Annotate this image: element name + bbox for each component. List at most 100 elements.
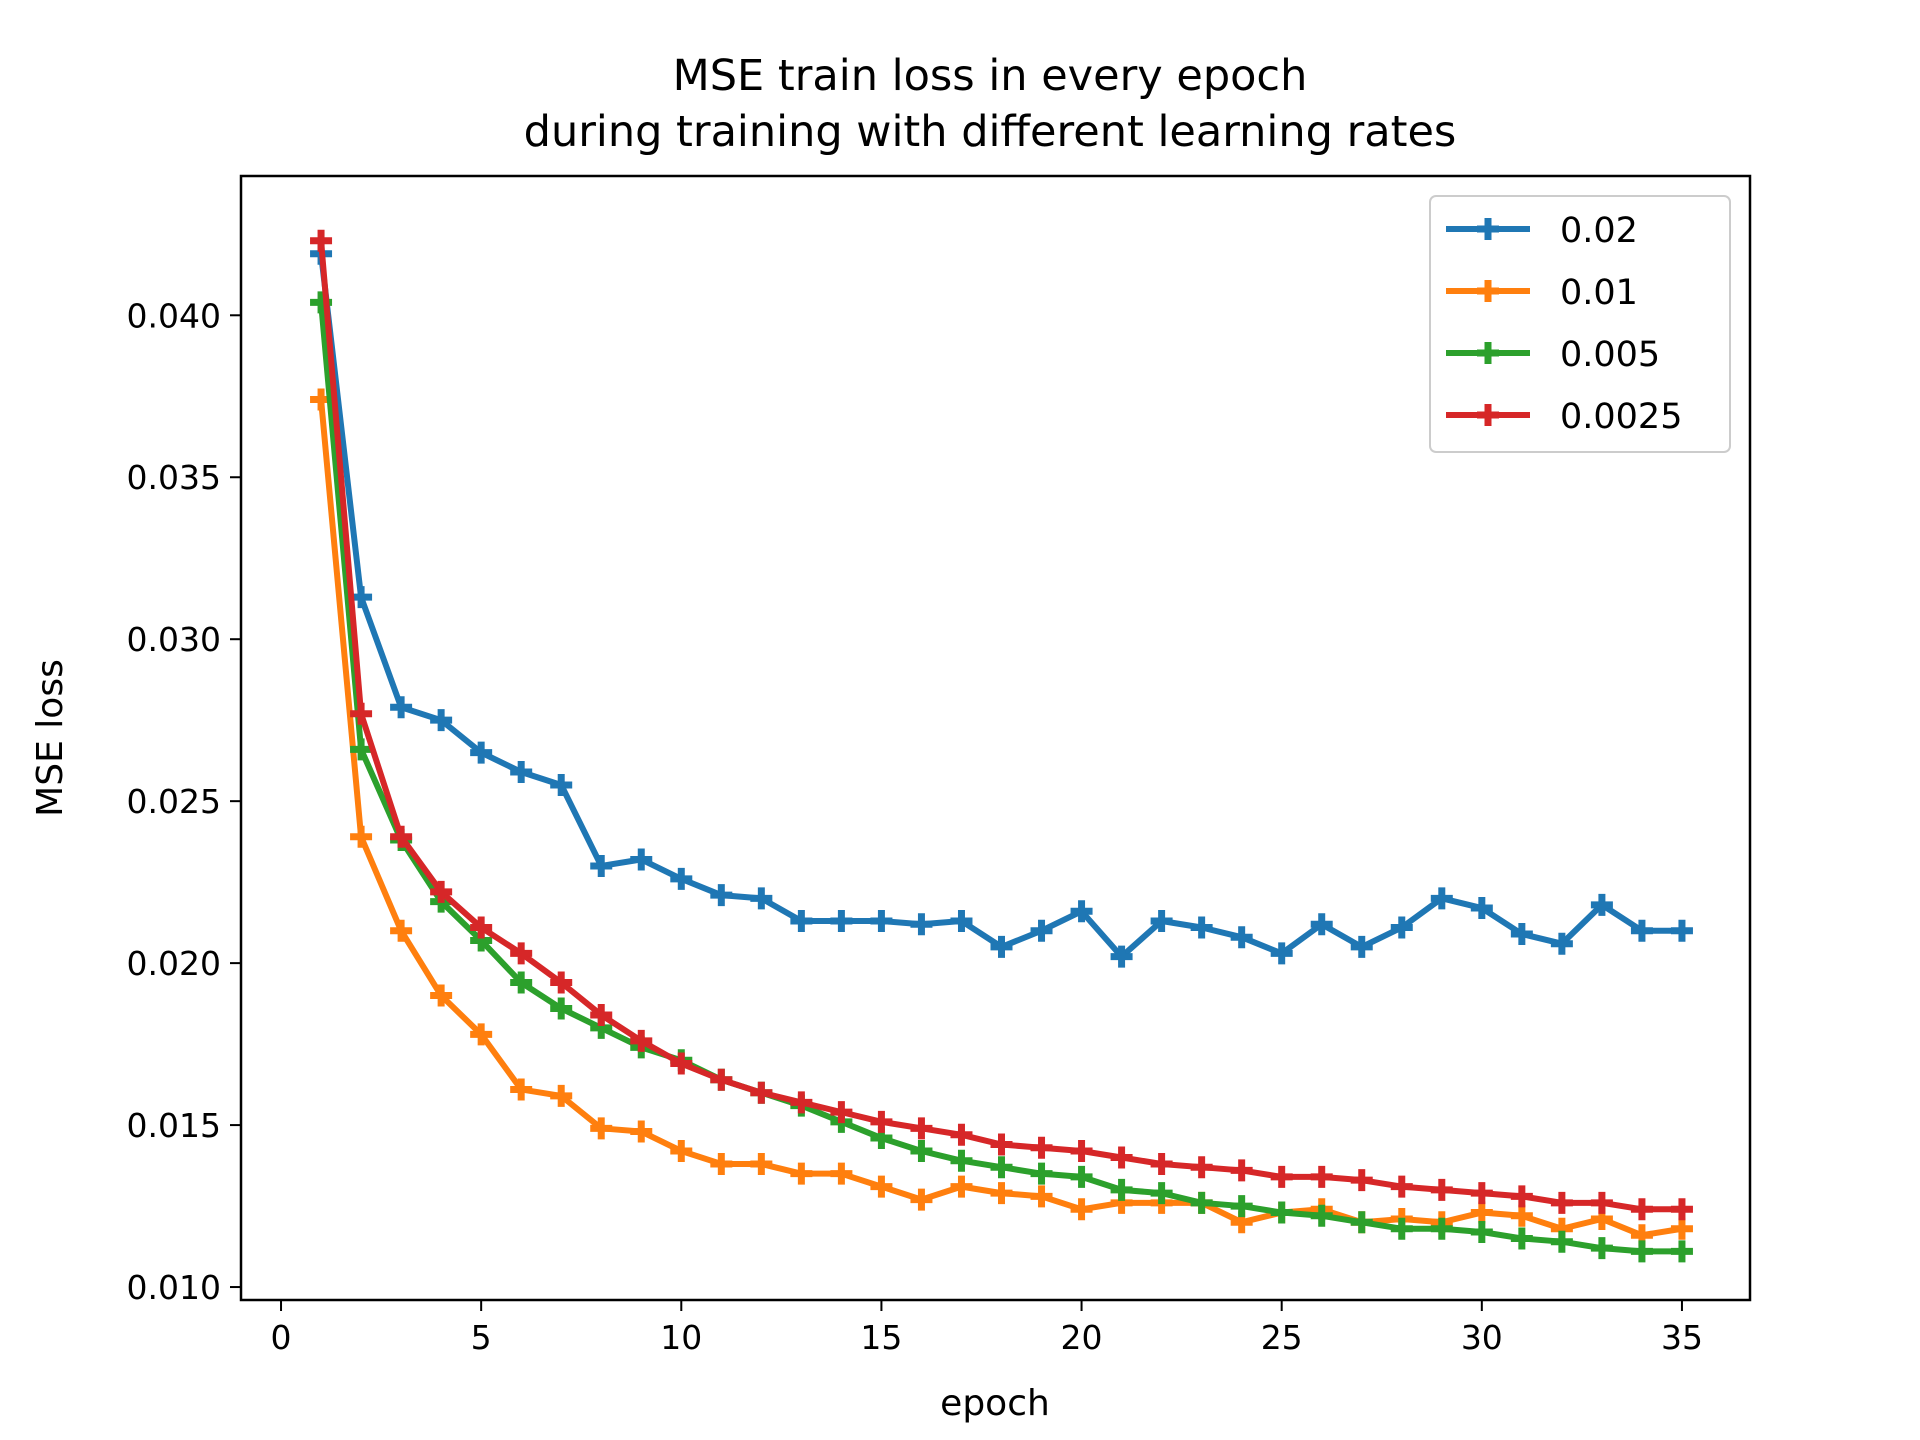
data-point [1630, 1240, 1653, 1263]
data-point [1030, 1136, 1053, 1159]
legend-marker [1477, 280, 1499, 302]
data-point [990, 1133, 1013, 1156]
data-point [870, 1110, 893, 1133]
data-point [1270, 1165, 1293, 1188]
data-point [1550, 1191, 1573, 1214]
x-tick-label: 10 [660, 1318, 702, 1357]
data-point [670, 867, 693, 890]
y-axis: 0.010 0.015 0.020 0.025 0.030 0.035 0.040 [127, 296, 241, 1307]
data-point [510, 942, 533, 965]
data-point [670, 1052, 693, 1075]
series-0.0025 [310, 229, 1693, 1221]
data-point [1270, 1201, 1293, 1224]
data-point [470, 1023, 493, 1046]
data-point [950, 1149, 973, 1172]
data-point [630, 848, 653, 871]
data-point [1070, 1198, 1093, 1221]
data-point [1030, 919, 1053, 942]
data-point [1150, 1182, 1173, 1205]
data-point [790, 910, 813, 933]
data-point [1190, 916, 1213, 939]
data-point [790, 1162, 813, 1185]
y-tick-label: 0.015 [127, 1106, 221, 1145]
data-point [1310, 1204, 1333, 1227]
data-point [1670, 919, 1693, 942]
legend: 0.02 0.01 0.005 0.0025 [1429, 195, 1731, 453]
data-point [510, 971, 533, 994]
chart-subtitle: during training with different learning … [524, 107, 1457, 157]
y-tick-label: 0.035 [127, 458, 221, 497]
data-point [1470, 1201, 1493, 1224]
data-point [790, 1091, 813, 1114]
legend-label: 0.02 [1560, 211, 1638, 251]
data-point [350, 702, 373, 725]
data-point [750, 1152, 773, 1175]
data-point [630, 1029, 653, 1052]
data-point [1390, 1175, 1413, 1198]
data-point [1510, 1185, 1533, 1208]
x-tick-label: 35 [1661, 1318, 1703, 1357]
series-0.02 [310, 242, 1693, 968]
data-point [1110, 945, 1133, 968]
data-point [1070, 1165, 1093, 1188]
legend-label: 0.0025 [1560, 397, 1682, 437]
data-point [1470, 897, 1493, 920]
y-axis-label: MSE loss [30, 659, 71, 817]
data-point [1350, 1211, 1373, 1234]
x-axis: 0 5 10 15 20 25 30 35 [271, 1300, 1703, 1357]
data-point [1590, 1191, 1613, 1214]
x-tick-label: 15 [860, 1318, 902, 1357]
data-point [1550, 932, 1573, 955]
data-point [1190, 1191, 1213, 1214]
data-point [1190, 1156, 1213, 1179]
data-point [710, 1152, 733, 1175]
data-point [1110, 1178, 1133, 1201]
data-point [510, 761, 533, 784]
x-tick-label: 0 [271, 1318, 292, 1357]
data-point [830, 1101, 853, 1124]
data-point [430, 880, 453, 903]
data-point [1230, 926, 1253, 949]
data-point [670, 1140, 693, 1162]
data-point [590, 1117, 613, 1140]
y-tick-label: 0.020 [127, 944, 221, 983]
data-point [1430, 1217, 1453, 1240]
data-point [470, 741, 493, 764]
data-point [710, 1068, 733, 1091]
data-point [1230, 1195, 1253, 1218]
y-tick-label: 0.030 [127, 620, 221, 659]
data-point [430, 984, 453, 1007]
data-point [430, 709, 453, 732]
data-point [1310, 913, 1333, 936]
data-point [1590, 893, 1613, 916]
data-point [1070, 900, 1093, 923]
data-point [1350, 935, 1373, 958]
data-point [1550, 1230, 1573, 1253]
data-point [550, 997, 573, 1020]
data-point [750, 1081, 773, 1104]
x-tick-label: 30 [1461, 1318, 1503, 1357]
data-point [1070, 1140, 1093, 1162]
y-tick-label: 0.010 [127, 1268, 221, 1307]
data-point [1510, 922, 1533, 945]
x-tick-label: 25 [1261, 1318, 1303, 1357]
data-point [910, 1117, 933, 1140]
data-point [1630, 1198, 1653, 1221]
data-point [1150, 910, 1173, 933]
legend-item: 0.01 [1446, 273, 1638, 313]
legend-box [1429, 195, 1731, 453]
data-point [1510, 1204, 1533, 1227]
legend-marker [1477, 342, 1499, 364]
data-point [910, 913, 933, 936]
data-point [1270, 942, 1293, 965]
data-point [990, 935, 1013, 958]
data-point [710, 884, 733, 907]
legend-item: 0.0025 [1446, 397, 1682, 437]
plot-frame [239, 174, 1752, 1302]
data-point [390, 696, 413, 719]
data-point [1670, 1198, 1693, 1221]
data-point [1470, 1182, 1493, 1205]
data-point [1310, 1165, 1333, 1188]
data-point [550, 1084, 573, 1107]
